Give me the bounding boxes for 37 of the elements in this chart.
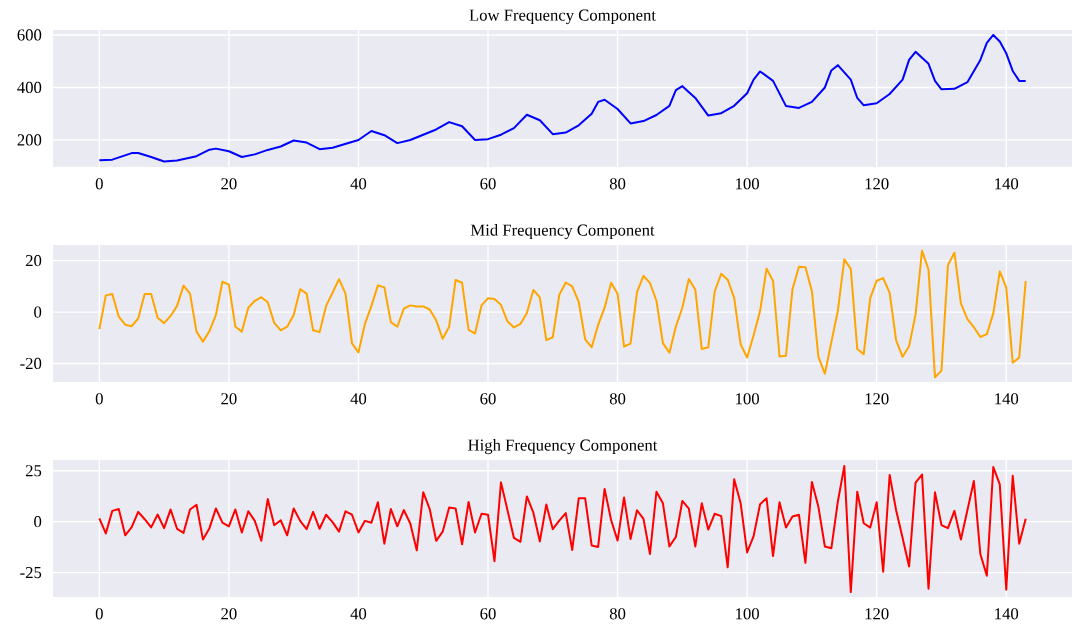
x-tick-label: 60 xyxy=(480,608,496,620)
x-tick-label: 100 xyxy=(736,178,759,190)
x-tick-label: 0 xyxy=(95,178,103,190)
y-tick-label: -25 xyxy=(20,566,42,579)
y-tick-label: 0 xyxy=(34,516,42,528)
y-tick-label: 600 xyxy=(17,29,42,41)
x-tick-label: 100 xyxy=(736,393,759,405)
chart-title: Low Frequency Component xyxy=(469,9,656,25)
x-tick-label: 80 xyxy=(609,393,626,405)
x-tick-label: 140 xyxy=(995,608,1019,620)
x-tick-label: 140 xyxy=(995,393,1019,405)
line-series xyxy=(98,249,1027,379)
y-tick-label: -20 xyxy=(20,357,42,370)
y-tick-label: 200 xyxy=(17,134,42,146)
x-tick-label: 100 xyxy=(736,608,759,620)
x-tick-label: 120 xyxy=(865,608,889,620)
x-tick-label: 40 xyxy=(350,178,367,190)
y-tick-label: 20 xyxy=(25,255,42,267)
y-tick-label: 400 xyxy=(17,81,42,94)
y-tick-label: 25 xyxy=(25,465,42,477)
x-tick-label: 40 xyxy=(350,608,367,620)
x-tick-label: 80 xyxy=(609,178,626,190)
x-tick-label: 20 xyxy=(221,608,237,620)
x-tick-label: 20 xyxy=(221,178,237,190)
x-tick-label: 80 xyxy=(609,608,626,620)
x-tick-label: 0 xyxy=(95,608,103,620)
chart-title: High Frequency Component xyxy=(468,439,658,455)
x-tick-label: 120 xyxy=(865,393,889,405)
x-tick-label: 140 xyxy=(995,178,1019,190)
y-tick-label: 0 xyxy=(34,306,42,318)
chart-title: Mid Frequency Component xyxy=(470,224,655,240)
x-tick-label: 60 xyxy=(480,393,496,405)
x-tick-label: 20 xyxy=(221,393,237,405)
x-tick-label: 120 xyxy=(865,178,889,190)
x-tick-label: 0 xyxy=(95,393,103,405)
x-tick-label: 40 xyxy=(350,393,367,405)
x-tick-label: 60 xyxy=(480,178,496,190)
